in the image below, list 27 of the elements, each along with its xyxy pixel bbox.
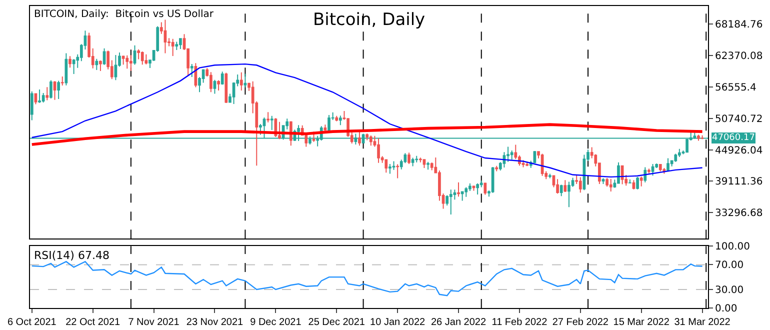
- y-tick-label: 30.00: [715, 284, 744, 296]
- chart-title: RSI(14) 67.48: [34, 249, 110, 262]
- x-tick-label: 25 Dec 2021: [308, 317, 366, 328]
- x-tick-label: 10 Jan 2022: [370, 317, 426, 328]
- y-tick-label: 44926.04: [715, 145, 763, 156]
- x-tick-label: 7 Nov 2021: [128, 317, 180, 328]
- x-tick-label: 26 Jan 2022: [430, 317, 486, 328]
- x-tick-label: 11 Feb 2022: [492, 317, 548, 328]
- x-tick-label: 22 Oct 2021: [66, 317, 121, 328]
- y-tick-label: 68184.76: [715, 20, 763, 31]
- y-tick-label: 62370.08: [715, 51, 763, 62]
- y-tick-label: 70.00: [715, 260, 744, 272]
- x-tick-label: 31 Mar 2022: [674, 317, 731, 328]
- y-tick-label: 33296.68: [715, 208, 763, 220]
- x-tick-label: 23 Nov 2021: [186, 317, 244, 328]
- y-tick-label: 50740.72: [715, 114, 763, 125]
- y-tick-label: 100.00: [715, 242, 750, 253]
- ref-line-label: 47060.17: [712, 133, 755, 143]
- y-tick-label: 0.00: [715, 303, 738, 314]
- x-tick-label: 9 Dec 2021: [250, 317, 302, 328]
- y-tick-label: 56555.4: [715, 82, 756, 94]
- x-tick-label: 15 Mar 2022: [613, 317, 670, 328]
- annotation: BITCOIN, Daily: Bitcoin vs US Dollar: [34, 9, 214, 20]
- x-tick-label: 6 Oct 2021: [7, 317, 57, 328]
- y-tick-label: 39111.36: [715, 176, 763, 188]
- chart-title: Bitcoin, Daily: [313, 10, 426, 30]
- x-tick-label: 27 Feb 2022: [552, 317, 609, 328]
